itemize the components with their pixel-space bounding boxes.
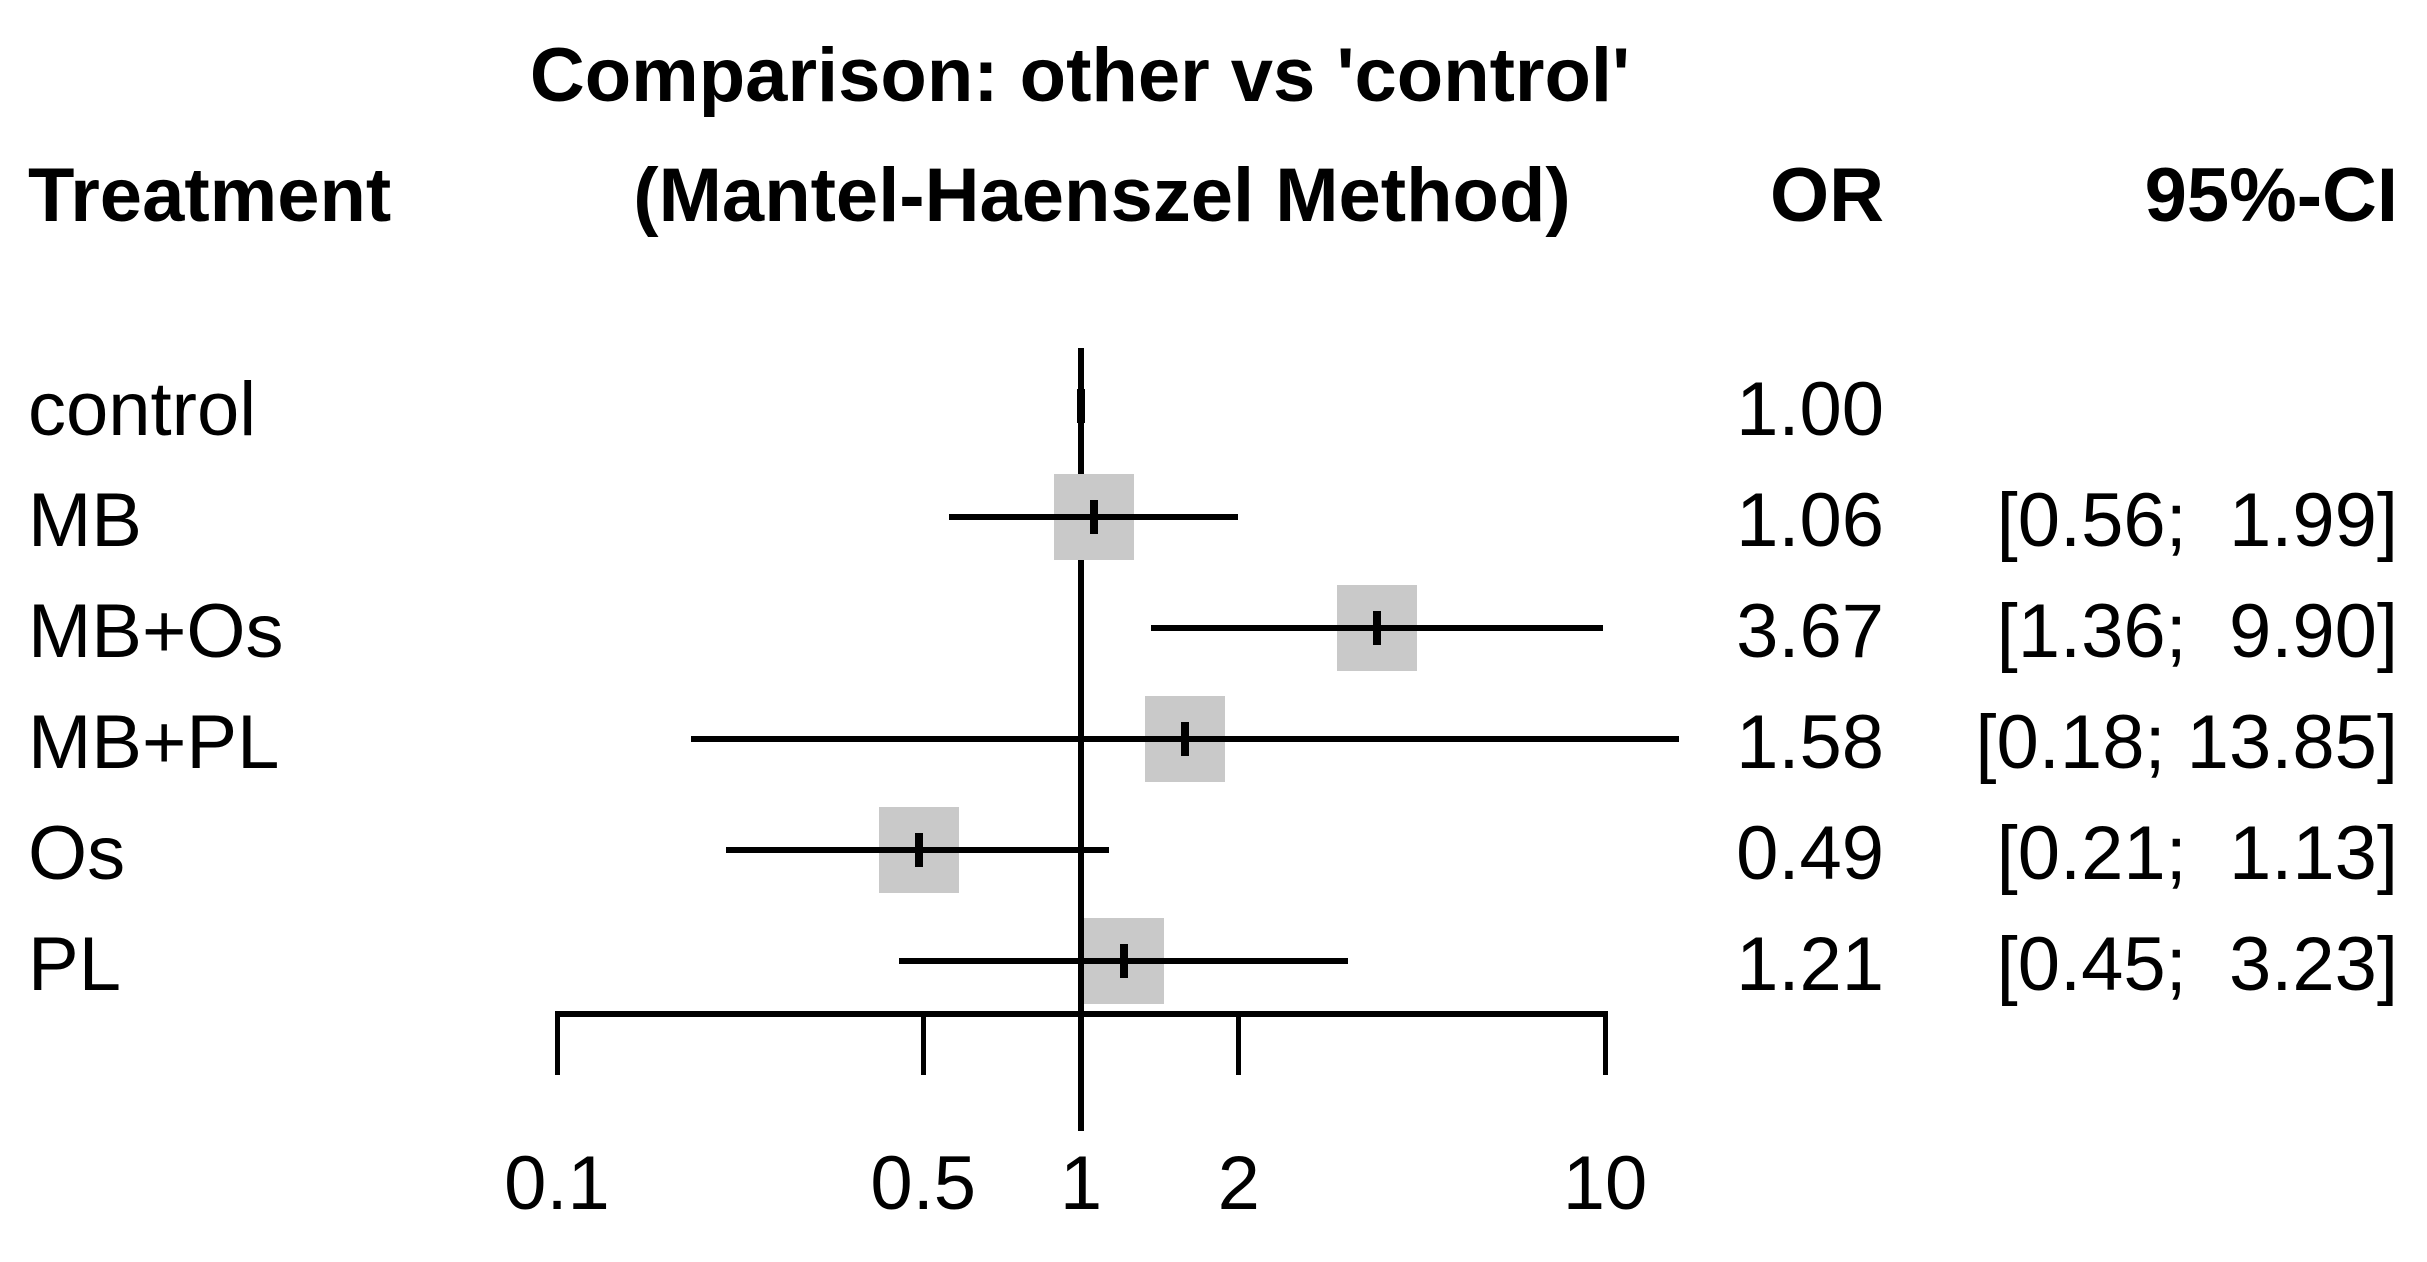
row-ci-value: [0.45; 3.23] bbox=[1996, 922, 2398, 1007]
column-header-ci: 95%-CI bbox=[2144, 153, 2398, 238]
row-ci-value: [0.56; 1.99] bbox=[1996, 478, 2398, 563]
x-axis-tick-label: 1 bbox=[1059, 1141, 1103, 1226]
point-estimate-tick bbox=[914, 833, 923, 867]
row-or-value: 1.21 bbox=[1736, 922, 1884, 1007]
row-ci-value: [0.18; 13.85] bbox=[1975, 700, 2398, 785]
point-estimate-tick bbox=[1181, 722, 1190, 756]
x-axis-tick bbox=[1078, 1014, 1084, 1075]
row-treatment-label: PL bbox=[28, 922, 121, 1007]
point-estimate-tick bbox=[1120, 944, 1129, 978]
x-axis-tick-label: 0.1 bbox=[504, 1141, 610, 1226]
x-axis-tick bbox=[920, 1014, 926, 1075]
column-header-or: OR bbox=[1770, 153, 1884, 238]
point-estimate-tick bbox=[1077, 389, 1085, 423]
row-or-value: 3.67 bbox=[1736, 589, 1884, 674]
row-treatment-label: MB+Os bbox=[28, 589, 284, 674]
row-treatment-label: MB+PL bbox=[28, 700, 280, 785]
row-ci-value: [1.36; 9.90] bbox=[1996, 589, 2398, 674]
x-axis-tick-label: 10 bbox=[1562, 1141, 1648, 1226]
row-or-value: 1.06 bbox=[1736, 478, 1884, 563]
row-or-value: 1.58 bbox=[1736, 700, 1884, 785]
chart-title: Comparison: other vs 'control' bbox=[529, 33, 1631, 118]
x-axis-tick bbox=[1236, 1014, 1242, 1075]
x-axis-tick-label: 2 bbox=[1217, 1141, 1260, 1226]
row-treatment-label: control bbox=[28, 367, 257, 452]
point-estimate-tick bbox=[1090, 500, 1099, 534]
row-treatment-label: Os bbox=[28, 811, 126, 896]
column-header-treatment: Treatment bbox=[28, 153, 392, 238]
row-or-value: 1.00 bbox=[1736, 367, 1884, 452]
x-axis-tick bbox=[554, 1014, 560, 1075]
x-axis-tick bbox=[1602, 1014, 1608, 1075]
row-or-value: 0.49 bbox=[1736, 811, 1884, 896]
chart-subtitle: (Mantel-Haenszel Method) bbox=[633, 153, 1571, 238]
row-ci-value: [0.21; 1.13] bbox=[1996, 811, 2398, 896]
x-axis-tick-label: 0.5 bbox=[870, 1141, 977, 1226]
point-estimate-tick bbox=[1372, 611, 1381, 645]
row-treatment-label: MB bbox=[28, 478, 142, 563]
